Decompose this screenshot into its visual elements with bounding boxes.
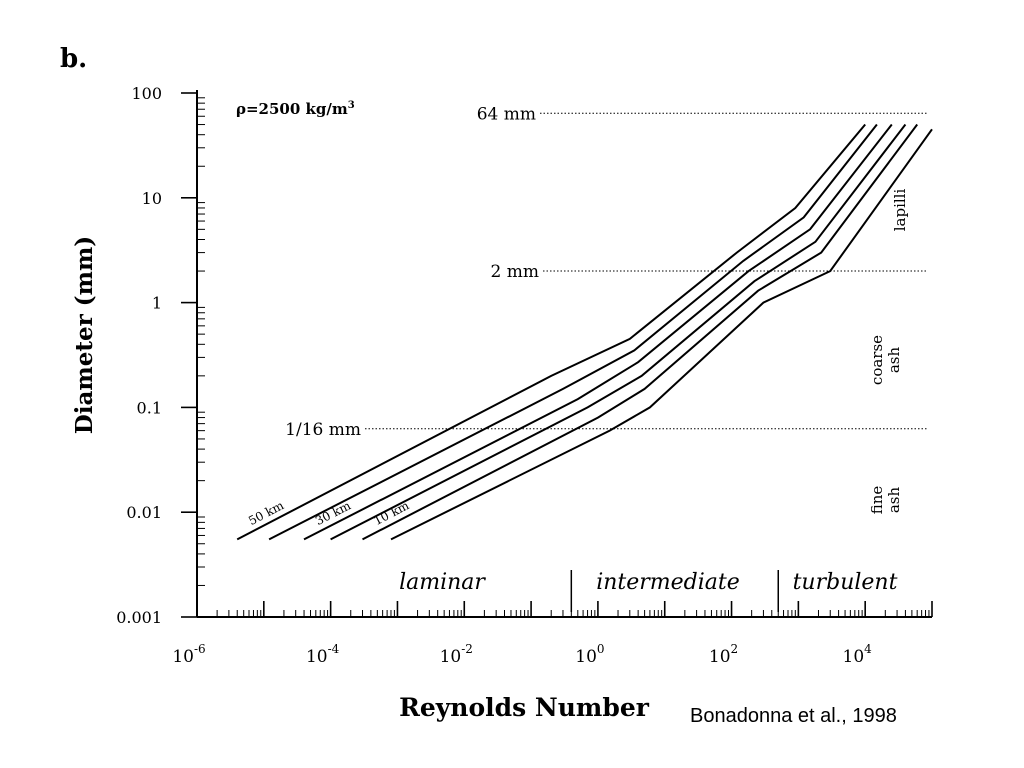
series-lines: 50 km 30 km 10 km <box>236 123 933 541</box>
x-tick-label: 100 <box>575 642 604 667</box>
reference-lines: 64 mm 2 mm 1/16 mm <box>285 104 928 440</box>
size-classes: lapilli coarseash fineash <box>868 189 909 515</box>
regime-label: laminar <box>399 570 486 595</box>
x-axis-label: Reynolds Number <box>399 693 650 722</box>
y-axis-label: Diameter (mm) <box>71 236 98 434</box>
x-tick-label: 10-4 <box>306 642 340 667</box>
size-class-label: lapilli <box>891 189 909 232</box>
series-line <box>390 128 933 541</box>
x-tick-label: 102 <box>709 642 738 667</box>
x-tick-label: 10-2 <box>440 642 473 667</box>
y-tick-label: 0.1 <box>137 398 162 417</box>
series-line <box>268 123 878 541</box>
series-line <box>236 123 866 541</box>
panel-label: b. <box>60 44 87 74</box>
size-class-label: coarseash <box>868 335 903 385</box>
y-tick-label: 0.001 <box>116 608 162 627</box>
y-tick-label: 100 <box>131 84 162 103</box>
density-annotation: ρ=2500 kg/m3 <box>236 100 355 118</box>
x-tick-label: 104 <box>843 642 873 667</box>
flow-regimes: laminar intermediate turbulent <box>399 570 898 612</box>
citation: Bonadonna et al., 1998 <box>690 705 897 727</box>
y-tick-label: 0.01 <box>126 503 162 522</box>
x-tick-label: 10-6 <box>172 642 205 667</box>
reference-line-label: 2 mm <box>491 262 539 282</box>
regime-label: turbulent <box>793 570 898 595</box>
series-line <box>330 123 907 541</box>
series-line <box>303 123 893 541</box>
regime-label: intermediate <box>596 570 740 595</box>
reference-line-label: 1/16 mm <box>285 420 361 440</box>
axes: 100 10 1 0.1 0.01 0.001 10-6 10-4 10-2 100 102 104 <box>116 84 933 667</box>
y-tick-label: 10 <box>142 189 162 208</box>
y-tick-label: 1 <box>152 294 162 313</box>
reference-line-label: 64 mm <box>477 104 536 124</box>
size-class-label: fineash <box>868 486 903 515</box>
series-line <box>362 123 919 541</box>
